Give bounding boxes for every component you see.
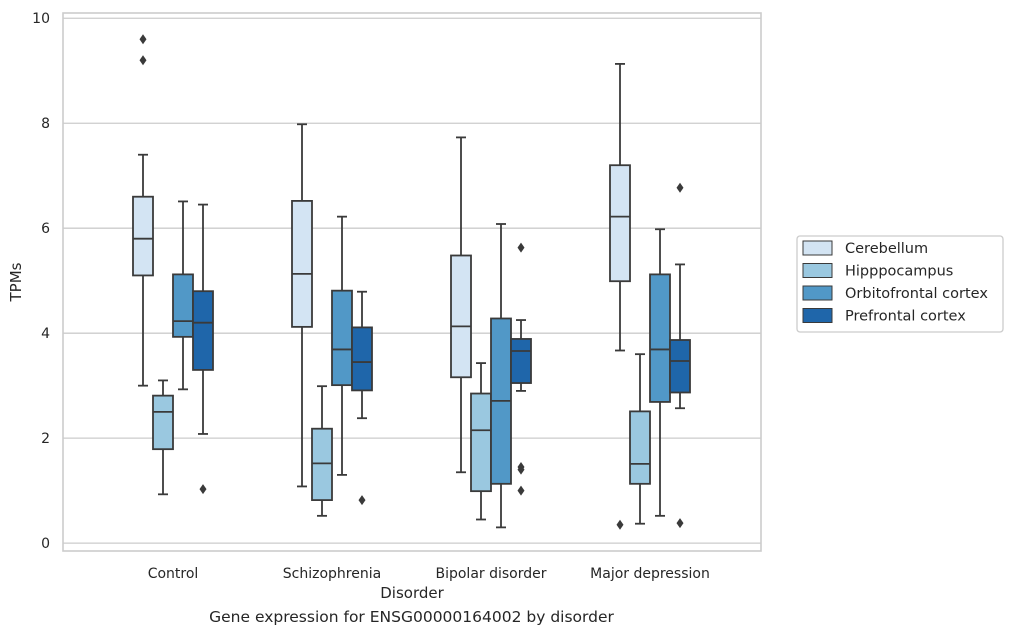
y-tick-label: 8 <box>41 116 50 132</box>
x-tick-label: Control <box>148 566 199 582</box>
iqr-box <box>172 273 194 338</box>
y-tick-label: 4 <box>41 326 50 342</box>
box-hipppocampus-major-depression <box>629 353 651 525</box>
outlier-point <box>517 485 525 496</box>
legend-label: Hipppocampus <box>845 264 953 280</box>
y-tick-label: 2 <box>41 431 50 447</box>
legend-swatch <box>802 240 833 256</box>
box-orbitofrontal-cortex-schizophrenia <box>331 215 353 476</box>
x-tick-label: Schizophrenia <box>283 566 381 582</box>
box-orbitofrontal-cortex-major-depression <box>649 228 671 517</box>
outlier-point <box>517 464 525 475</box>
iqr-box <box>331 289 353 387</box>
box-cerebellum-bipolar-disorder <box>450 136 472 474</box>
box-prefrontal-cortex-control <box>192 203 214 495</box>
legend-frame <box>796 235 1004 333</box>
plot-area-frame <box>62 12 762 552</box>
figure-caption: Gene expression for ENSG00000164002 by d… <box>209 608 614 626</box>
iqr-box <box>152 394 174 451</box>
iqr-box <box>649 273 671 403</box>
iqr-box <box>192 290 214 371</box>
box-orbitofrontal-cortex-control <box>172 200 194 391</box>
legend: Cerebellum Hipppocampus Orbitofrontal cort… <box>796 235 1004 333</box>
legend-label: Orbitofrontal cortex <box>845 286 988 302</box>
box-cerebellum-schizophrenia <box>291 123 313 488</box>
iqr-box <box>311 427 333 501</box>
iqr-box <box>450 254 472 379</box>
iqr-box <box>629 410 651 485</box>
outlier-point <box>199 484 207 495</box>
box-prefrontal-cortex-schizophrenia <box>351 290 373 506</box>
y-tick-label: 10 <box>32 11 50 27</box>
box-groups <box>132 34 691 530</box>
x-tick-label: Bipolar disorder <box>435 566 546 582</box>
outlier-point <box>358 495 366 506</box>
legend-label: Prefrontal cortex <box>845 309 966 325</box>
box-cerebellum-major-depression <box>609 63 631 530</box>
x-axis-label: Disorder <box>380 584 444 602</box>
x-tick-label: Major depression <box>590 566 710 582</box>
legend-swatch <box>802 308 833 323</box>
y-tick-label: 0 <box>41 536 50 552</box>
box-prefrontal-cortex-major-depression <box>669 182 691 529</box>
outlier-point <box>139 34 147 45</box>
legend-label: Cerebellum <box>845 241 928 257</box>
outlier-point <box>676 518 684 529</box>
box-prefrontal-cortex-bipolar-disorder <box>510 242 532 496</box>
iqr-box <box>669 339 691 394</box>
box-orbitofrontal-cortex-bipolar-disorder <box>490 223 512 529</box>
y-axis-ticks: 0 2 4 6 8 10 <box>32 11 50 552</box>
x-axis-ticks: Control Schizophrenia Bipolar disorder Majo… <box>148 566 710 582</box>
box-hipppocampus-control <box>152 379 174 496</box>
legend-swatch <box>802 285 833 301</box>
iqr-box <box>609 164 631 283</box>
y-tick-label: 6 <box>41 221 50 237</box>
iqr-box <box>510 338 532 384</box>
box-cerebellum-control <box>132 34 154 387</box>
box-hipppocampus-bipolar-disorder <box>470 362 492 521</box>
iqr-box <box>470 392 492 493</box>
outlier-point <box>676 182 684 193</box>
box-hipppocampus-schizophrenia <box>311 385 333 517</box>
outlier-point <box>139 55 147 66</box>
iqr-box <box>291 200 313 328</box>
y-axis-label: TPMs <box>7 262 25 302</box>
iqr-box <box>132 195 154 277</box>
legend-swatch <box>802 263 833 278</box>
iqr-box <box>351 326 373 392</box>
outlier-point <box>517 242 525 253</box>
outlier-point <box>616 519 624 530</box>
